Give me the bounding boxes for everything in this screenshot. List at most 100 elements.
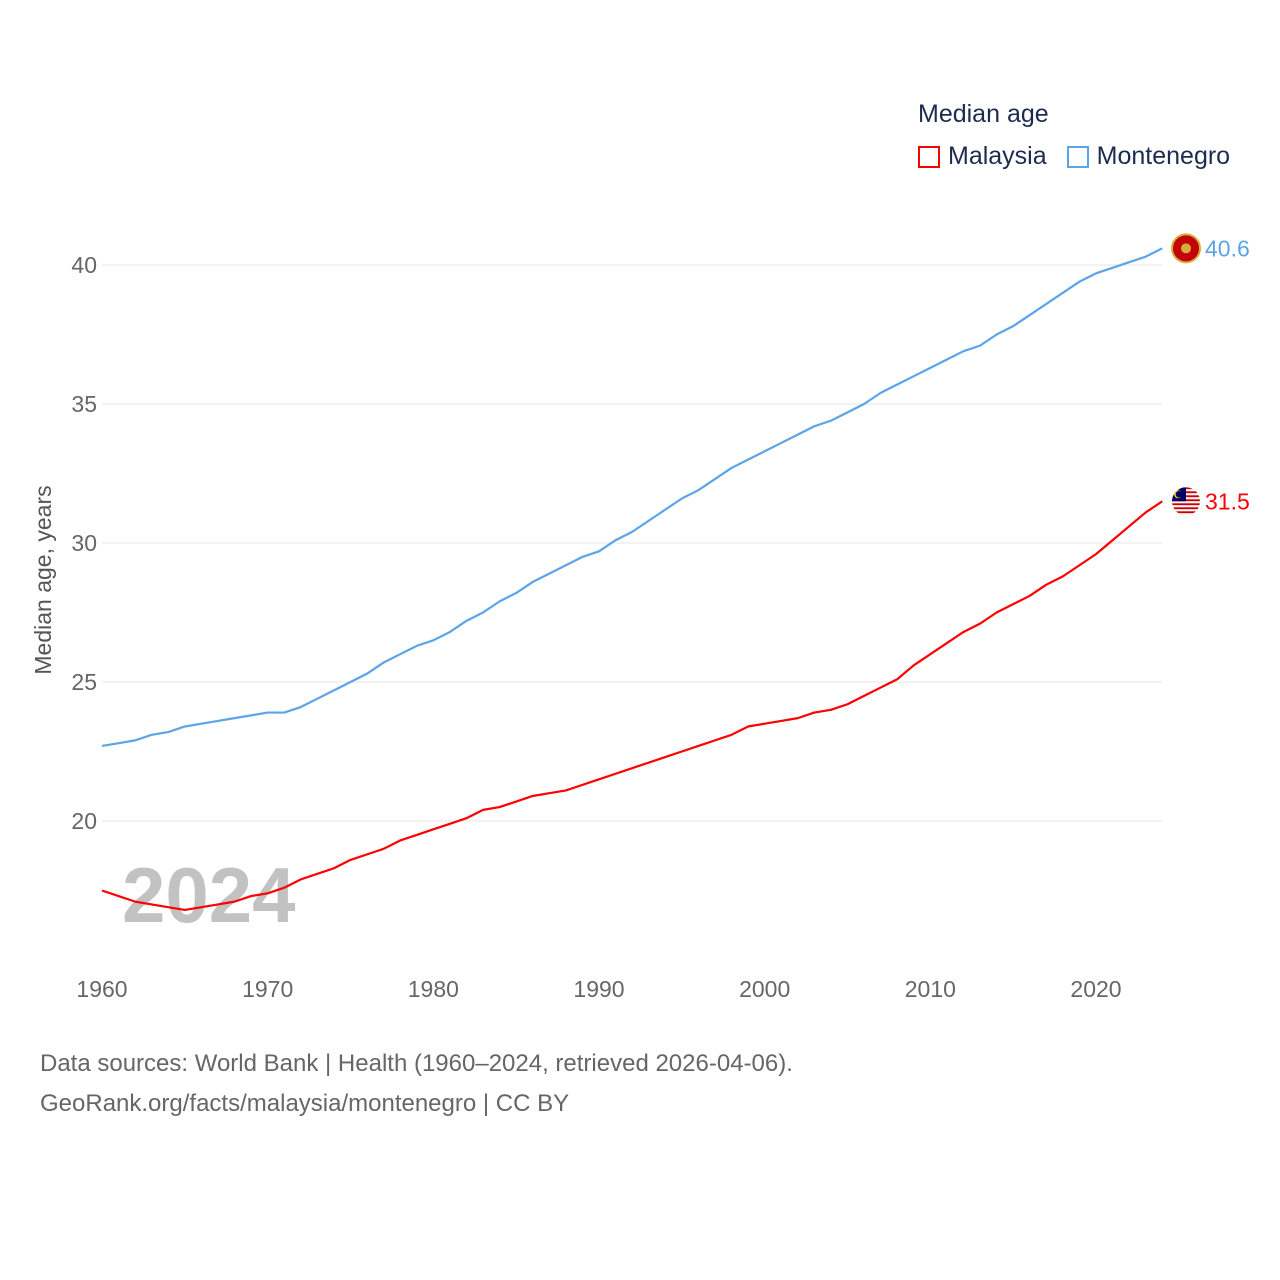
x-tick-label: 2020	[1070, 976, 1121, 1002]
data-point-montenegro	[565, 564, 567, 566]
data-point-montenegro	[1078, 281, 1080, 283]
data-point-malaysia	[482, 809, 484, 811]
data-point-montenegro	[979, 345, 981, 347]
data-point-montenegro	[416, 645, 418, 647]
data-point-malaysia	[1062, 575, 1064, 577]
data-point-montenegro	[1128, 261, 1130, 263]
data-point-montenegro	[499, 600, 501, 602]
data-point-malaysia	[234, 901, 236, 903]
data-point-malaysia	[151, 903, 153, 905]
data-point-montenegro	[184, 725, 186, 727]
data-point-montenegro	[283, 712, 285, 714]
series-line-malaysia	[101, 500, 1163, 912]
data-point-montenegro	[847, 411, 849, 413]
legend-label-montenegro: Montenegro	[1096, 142, 1231, 170]
data-point-malaysia	[830, 709, 832, 711]
legend-item-montenegro[interactable]: Montenegro	[1066, 142, 1231, 171]
data-point-montenegro	[946, 359, 948, 361]
data-point-montenegro	[714, 478, 716, 480]
data-point-montenegro	[465, 620, 467, 622]
data-point-malaysia	[863, 695, 865, 697]
data-point-malaysia	[184, 909, 186, 911]
data-point-montenegro	[151, 734, 153, 736]
data-point-montenegro	[747, 459, 749, 461]
data-point-montenegro	[432, 639, 434, 641]
data-point-malaysia	[1045, 584, 1047, 586]
data-point-malaysia	[697, 745, 699, 747]
x-tick-label: 2010	[905, 976, 956, 1002]
footer: Data sources: World Bank | Health (1960–…	[40, 1044, 793, 1124]
data-point-malaysia	[532, 795, 534, 797]
data-point-montenegro	[532, 581, 534, 583]
data-point-montenegro	[167, 731, 169, 733]
series-line-montenegro	[101, 247, 1163, 748]
data-point-malaysia	[962, 631, 964, 633]
data-point-montenegro	[664, 509, 666, 511]
data-point-malaysia	[664, 756, 666, 758]
data-point-malaysia	[1161, 500, 1163, 502]
data-point-montenegro	[366, 673, 368, 675]
y-tick-label: 30	[71, 530, 97, 556]
legend-title: Median age	[918, 100, 1049, 128]
data-point-malaysia	[200, 906, 202, 908]
data-point-montenegro	[217, 720, 219, 722]
legend-swatch-malaysia	[918, 145, 940, 168]
data-point-malaysia	[631, 767, 633, 769]
data-point-montenegro	[681, 498, 683, 500]
source-link[interactable]: GeoRank.org/facts/malaysia/montenegro | …	[40, 1090, 570, 1117]
data-point-montenegro	[200, 723, 202, 725]
data-point-montenegro	[648, 520, 650, 522]
data-point-montenegro	[316, 698, 318, 700]
data-sources: Data sources: World Bank | Health (1960–…	[40, 1050, 793, 1077]
data-point-montenegro	[581, 556, 583, 558]
data-point-malaysia	[118, 895, 120, 897]
data-point-malaysia	[333, 867, 335, 869]
data-point-malaysia	[267, 892, 269, 894]
data-point-malaysia	[747, 725, 749, 727]
data-point-montenegro	[780, 442, 782, 444]
data-point-malaysia	[383, 848, 385, 850]
data-point-montenegro	[598, 550, 600, 552]
data-point-malaysia	[449, 823, 451, 825]
y-axis-label: Median age, years	[30, 485, 56, 674]
data-point-montenegro	[250, 714, 252, 716]
data-point-montenegro	[333, 689, 335, 691]
data-point-malaysia	[648, 762, 650, 764]
data-point-montenegro	[797, 434, 799, 436]
y-tick-label: 25	[71, 669, 97, 695]
data-point-malaysia	[615, 773, 617, 775]
data-point-montenegro	[267, 712, 269, 714]
data-point-montenegro	[962, 350, 964, 352]
x-tick-label: 1990	[573, 976, 624, 1002]
data-point-malaysia	[946, 642, 948, 644]
data-point-montenegro	[482, 612, 484, 614]
data-point-montenegro	[234, 717, 236, 719]
end-label-montenegro: 40.6	[1205, 235, 1250, 261]
data-point-montenegro	[863, 403, 865, 405]
data-point-montenegro	[813, 425, 815, 427]
data-point-montenegro	[880, 392, 882, 394]
data-point-malaysia	[996, 612, 998, 614]
data-point-malaysia	[565, 789, 567, 791]
data-point-malaysia	[1128, 525, 1130, 527]
data-point-montenegro	[515, 592, 517, 594]
data-point-malaysia	[1145, 511, 1147, 513]
data-point-montenegro	[996, 334, 998, 336]
legend-item-malaysia[interactable]: Malaysia	[918, 142, 1047, 171]
data-point-malaysia	[797, 717, 799, 719]
data-point-montenegro	[449, 631, 451, 633]
data-point-malaysia	[300, 878, 302, 880]
data-point-malaysia	[598, 778, 600, 780]
data-point-malaysia	[283, 887, 285, 889]
data-point-montenegro	[697, 489, 699, 491]
data-point-malaysia	[399, 839, 401, 841]
data-point-montenegro	[913, 375, 915, 377]
data-point-malaysia	[416, 834, 418, 836]
data-point-malaysia	[880, 687, 882, 689]
data-point-montenegro	[896, 384, 898, 386]
x-tick-label: 1970	[242, 976, 293, 1002]
data-point-malaysia	[1095, 553, 1097, 555]
data-point-malaysia	[929, 653, 931, 655]
data-point-malaysia	[913, 664, 915, 666]
data-point-malaysia	[847, 703, 849, 705]
